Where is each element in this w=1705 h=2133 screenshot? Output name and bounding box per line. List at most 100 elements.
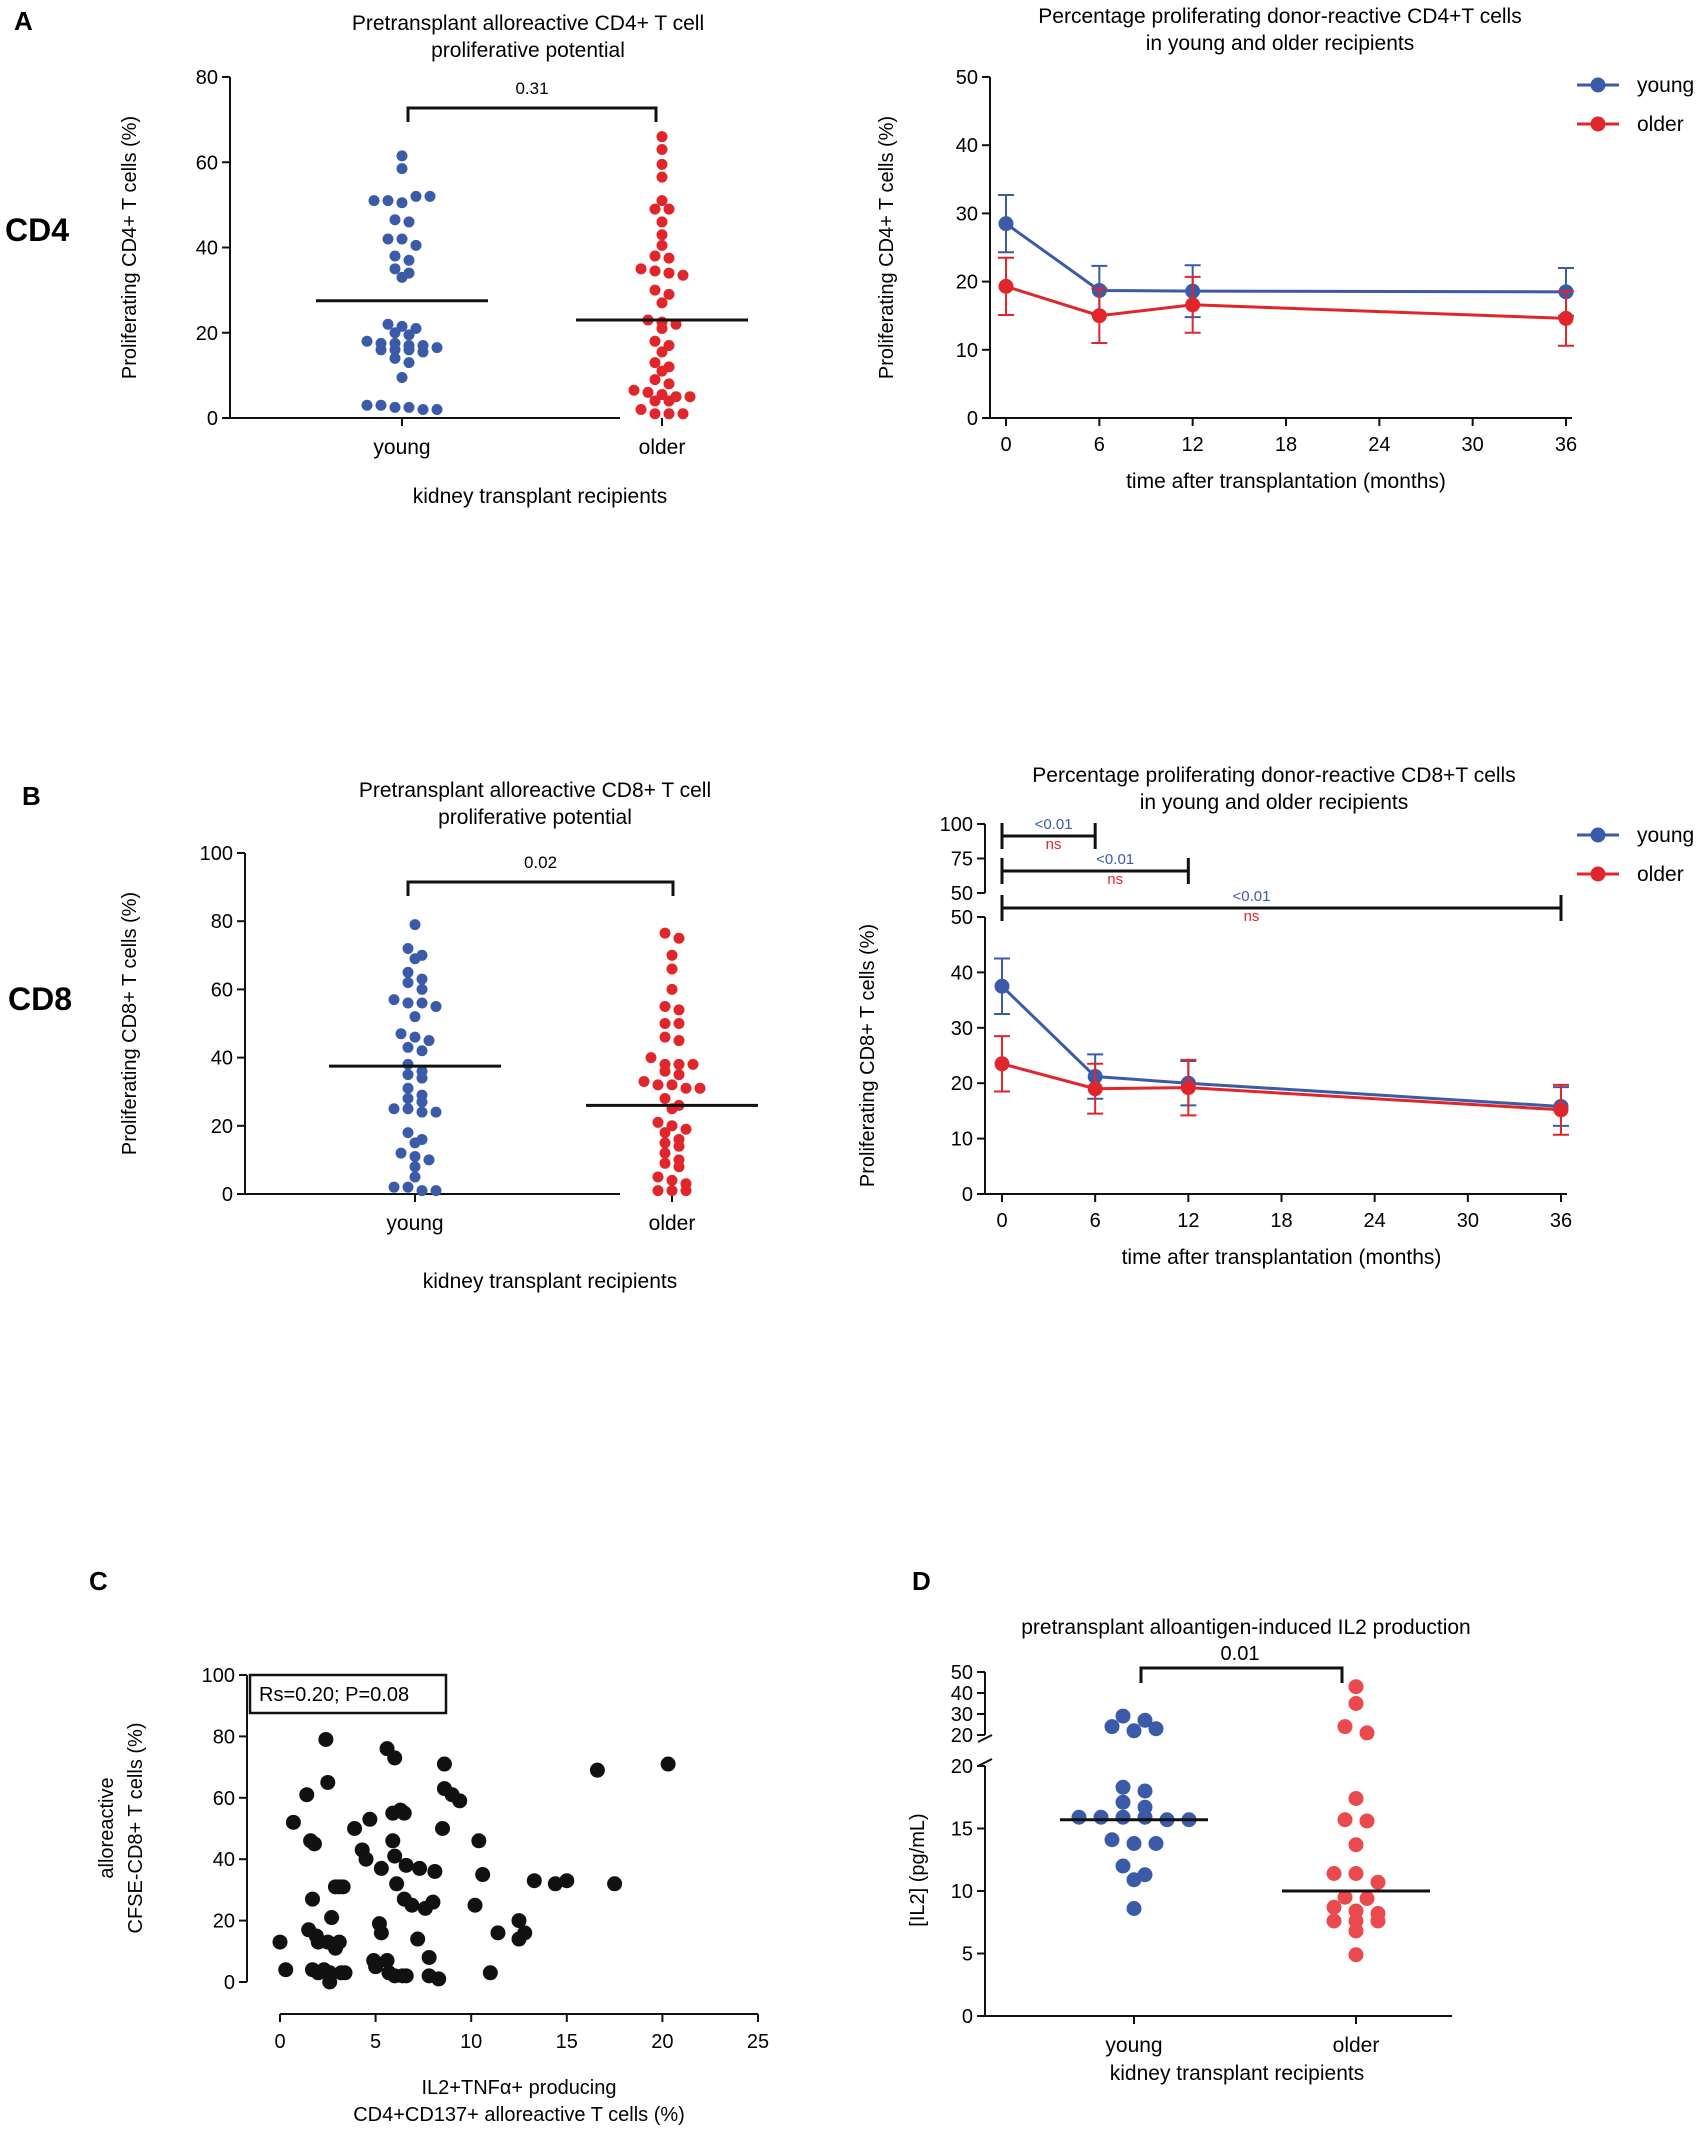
comparison-older-label: ns [1244, 908, 1260, 925]
data-point [402, 1058, 414, 1070]
x-tick-label-older: older [1333, 2034, 1380, 2057]
data-point [436, 1756, 452, 1772]
data-point [389, 352, 401, 364]
x-tick-label: 20 [651, 2031, 673, 2053]
chart-title-line: Pretransplant alloreactive CD8+ T cell [359, 779, 711, 802]
data-point [382, 195, 394, 207]
data-point [635, 263, 647, 275]
x-tick-label: 12 [1182, 434, 1204, 456]
panel-letter-c: C [89, 1566, 108, 1596]
x-tick-label-young: young [1105, 2034, 1162, 2057]
data-point [659, 1093, 671, 1105]
x-tick-label: 25 [747, 2031, 769, 2053]
data-point [416, 1185, 428, 1197]
y-tick-label: 40 [951, 962, 973, 984]
x-tick-label: 30 [1457, 1210, 1479, 1232]
series-line-young [1005, 222, 1567, 294]
comparison-young-label: <0.01 [1233, 888, 1271, 905]
y-tick-label: 40 [951, 1683, 973, 1705]
y-tick-label: 80 [213, 1726, 235, 1748]
chart-title-line: in young and older recipients [1140, 791, 1409, 814]
data-point-older [1185, 297, 1201, 313]
data-point-young [998, 216, 1014, 232]
legend-marker-young [1590, 827, 1606, 843]
data-point [430, 1000, 442, 1012]
data-point-older [994, 1056, 1010, 1072]
data-point [331, 1879, 347, 1895]
data-point [389, 327, 401, 339]
legend-marker-older [1590, 866, 1606, 882]
data-point [423, 1035, 435, 1047]
data-point [427, 1863, 443, 1879]
data-point [607, 1876, 623, 1892]
data-point [387, 1750, 403, 1766]
data-point [659, 927, 671, 939]
x-tick-label: 24 [1368, 434, 1390, 456]
data-point-young [994, 978, 1010, 994]
data-point [396, 163, 408, 175]
data-point [421, 1949, 437, 1965]
data-point [385, 1833, 401, 1849]
data-point [684, 391, 696, 403]
data-point [628, 384, 640, 396]
y-tick-label: 10 [956, 340, 978, 362]
y-tick-label: 50 [956, 67, 978, 89]
data-point [322, 1974, 338, 1990]
data-point [403, 401, 415, 413]
data-point [416, 973, 428, 985]
data-point [659, 1065, 671, 1077]
y-axis-label: Proliferating CD8+ T cells (%) [857, 924, 879, 1187]
data-point [410, 239, 422, 251]
data-point [402, 1069, 414, 1081]
data-point [656, 389, 668, 401]
data-point [663, 252, 675, 264]
y-tick-label: 40 [956, 135, 978, 157]
x-tick-label-young: young [386, 1212, 443, 1235]
data-point [1370, 1913, 1386, 1929]
data-point [652, 1079, 664, 1091]
comparison-bracket [1000, 823, 1097, 849]
data-point [272, 1934, 288, 1950]
panel-letter-b: B [22, 781, 41, 811]
data-point [337, 1965, 353, 1981]
data-point [402, 966, 414, 978]
x-tick-label: 5 [370, 2031, 381, 2053]
y-tick-label: 60 [211, 979, 233, 1001]
data-point [403, 216, 415, 228]
data-point [396, 271, 408, 283]
comparison-older-label: ns [1107, 871, 1123, 888]
y-axis-label: Proliferating CD4+ T cells (%) [876, 116, 898, 379]
data-point [320, 1774, 336, 1790]
y-tick-label: 0 [967, 408, 978, 430]
data-point [649, 265, 661, 277]
data-point [1337, 1889, 1353, 1905]
data-point [396, 233, 408, 245]
data-point [388, 1181, 400, 1193]
data-point [305, 1891, 321, 1907]
data-point [409, 1137, 421, 1149]
data-point [327, 1940, 343, 1956]
data-point [659, 1147, 671, 1159]
data-point [673, 1161, 685, 1173]
data-point [382, 318, 394, 330]
data-point [404, 1897, 420, 1913]
x-axis-label: time after transplantation (months) [1126, 470, 1446, 493]
data-point [402, 1103, 414, 1115]
data-point [373, 1860, 389, 1876]
data-point [398, 1968, 414, 1984]
y-tick-label: 30 [951, 1704, 973, 1726]
data-point [656, 131, 668, 143]
data-point [409, 953, 421, 965]
data-point [389, 250, 401, 262]
y-axis-label: [IL2] (pg/mL) [907, 1813, 929, 1926]
data-point [1071, 1809, 1087, 1825]
data-point [467, 1897, 483, 1913]
data-point [410, 190, 422, 202]
data-point [547, 1876, 563, 1892]
y-tick-label: 50 [951, 907, 973, 929]
data-point [402, 977, 414, 989]
data-point-older [1091, 308, 1107, 324]
data-point [375, 399, 387, 411]
data-point [388, 994, 400, 1006]
data-point [652, 1185, 664, 1197]
